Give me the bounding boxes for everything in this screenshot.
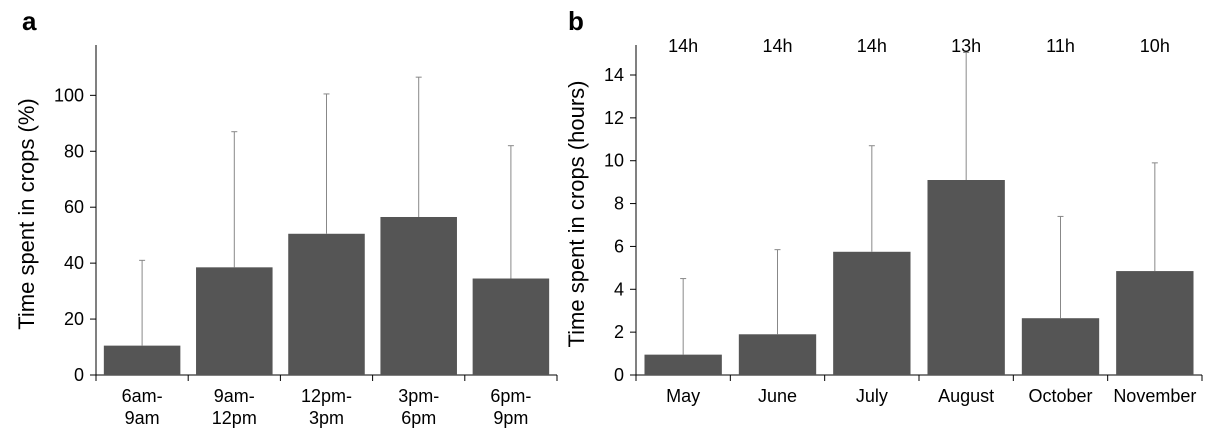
chart-panel-a: a Time spent in crops (%) 0 20 40 60 80 100 6a… — [14, 6, 558, 428]
panel-b-y-tick-label: 14 — [604, 65, 624, 85]
panel-a-x-tick-label: 6am-9am — [122, 386, 163, 428]
panel-a-y-tick-label: 80 — [64, 141, 84, 161]
panel-b-bar — [1116, 271, 1194, 375]
panel-b-axes: 0 2 4 6 8 10 12 14 — [604, 45, 1203, 385]
panel-a-x-tick-label: 6pm-9pm — [490, 386, 531, 428]
panel-a-x-tick-label: 9am-12pm — [212, 386, 257, 428]
panel-b-y-axis-title: Time spent in crops (hours) — [564, 81, 589, 348]
panel-a-y-tick-label: 0 — [74, 365, 84, 385]
panel-b-bar — [927, 180, 1005, 375]
panel-b-x-tick-label: May — [666, 386, 700, 406]
panel-a-bar — [196, 267, 273, 375]
panel-b-y-tick-label: 2 — [614, 322, 624, 342]
panel-a-y-tick-label: 100 — [54, 85, 84, 105]
panel-b-x-tick-label: November — [1113, 386, 1196, 406]
panel-b-top-label: 14h — [857, 36, 887, 56]
chart-panel-b: b Time spent in crops (hours) 0 2 4 6 8 10 12 1… — [564, 6, 1203, 406]
panel-a-x-tick-label: 3pm-6pm — [398, 386, 439, 428]
panel-b-y-tick-label: 6 — [614, 236, 624, 256]
panel-b-top-label: 10h — [1140, 36, 1170, 56]
panel-a-bar — [103, 345, 181, 375]
panel-b-top-label: 13h — [951, 36, 981, 56]
panel-b-top-label: 11h — [1046, 36, 1075, 56]
panel-a-y-tick-label: 20 — [64, 309, 84, 329]
panel-a-bar — [288, 233, 365, 375]
panel-b-y-tick-label: 8 — [614, 194, 624, 214]
panel-b-y-tick-label: 12 — [604, 108, 624, 128]
panel-b-y-tick-label: 10 — [604, 151, 624, 171]
panel-a-y-axis-title: Time spent in crops (%) — [14, 98, 39, 329]
panel-a-bar — [472, 278, 550, 375]
panel-b-x-tick-label: August — [938, 386, 994, 406]
panel-b-top-label: 14h — [668, 36, 698, 56]
panel-b-y-tick-label: 0 — [614, 365, 624, 385]
panel-a-bar — [380, 216, 457, 375]
panel-a-y-tick-label: 40 — [64, 253, 84, 273]
panel-b-x-tick-label: June — [758, 386, 797, 406]
panel-b-x-tick-label: October — [1028, 386, 1092, 406]
panel-b-top-label: 14h — [762, 36, 792, 56]
panel-b-letter: b — [568, 6, 584, 36]
panel-b-bar — [833, 251, 911, 375]
panel-b-bar — [738, 334, 817, 375]
panel-a-axes: 0 20 40 60 80 100 — [54, 45, 558, 385]
panel-b-y-tick-label: 4 — [614, 279, 624, 299]
panel-b-x-tick-label: July — [856, 386, 888, 406]
panel-b-bar — [644, 354, 722, 375]
panel-a-bars — [103, 76, 550, 375]
panel-b-bars — [644, 52, 1194, 375]
panel-a-letter: a — [22, 6, 37, 36]
panel-a-y-tick-label: 60 — [64, 197, 84, 217]
panel-a-x-tick-label: 12pm-3pm — [301, 386, 352, 428]
panel-b-bar — [1021, 318, 1100, 375]
